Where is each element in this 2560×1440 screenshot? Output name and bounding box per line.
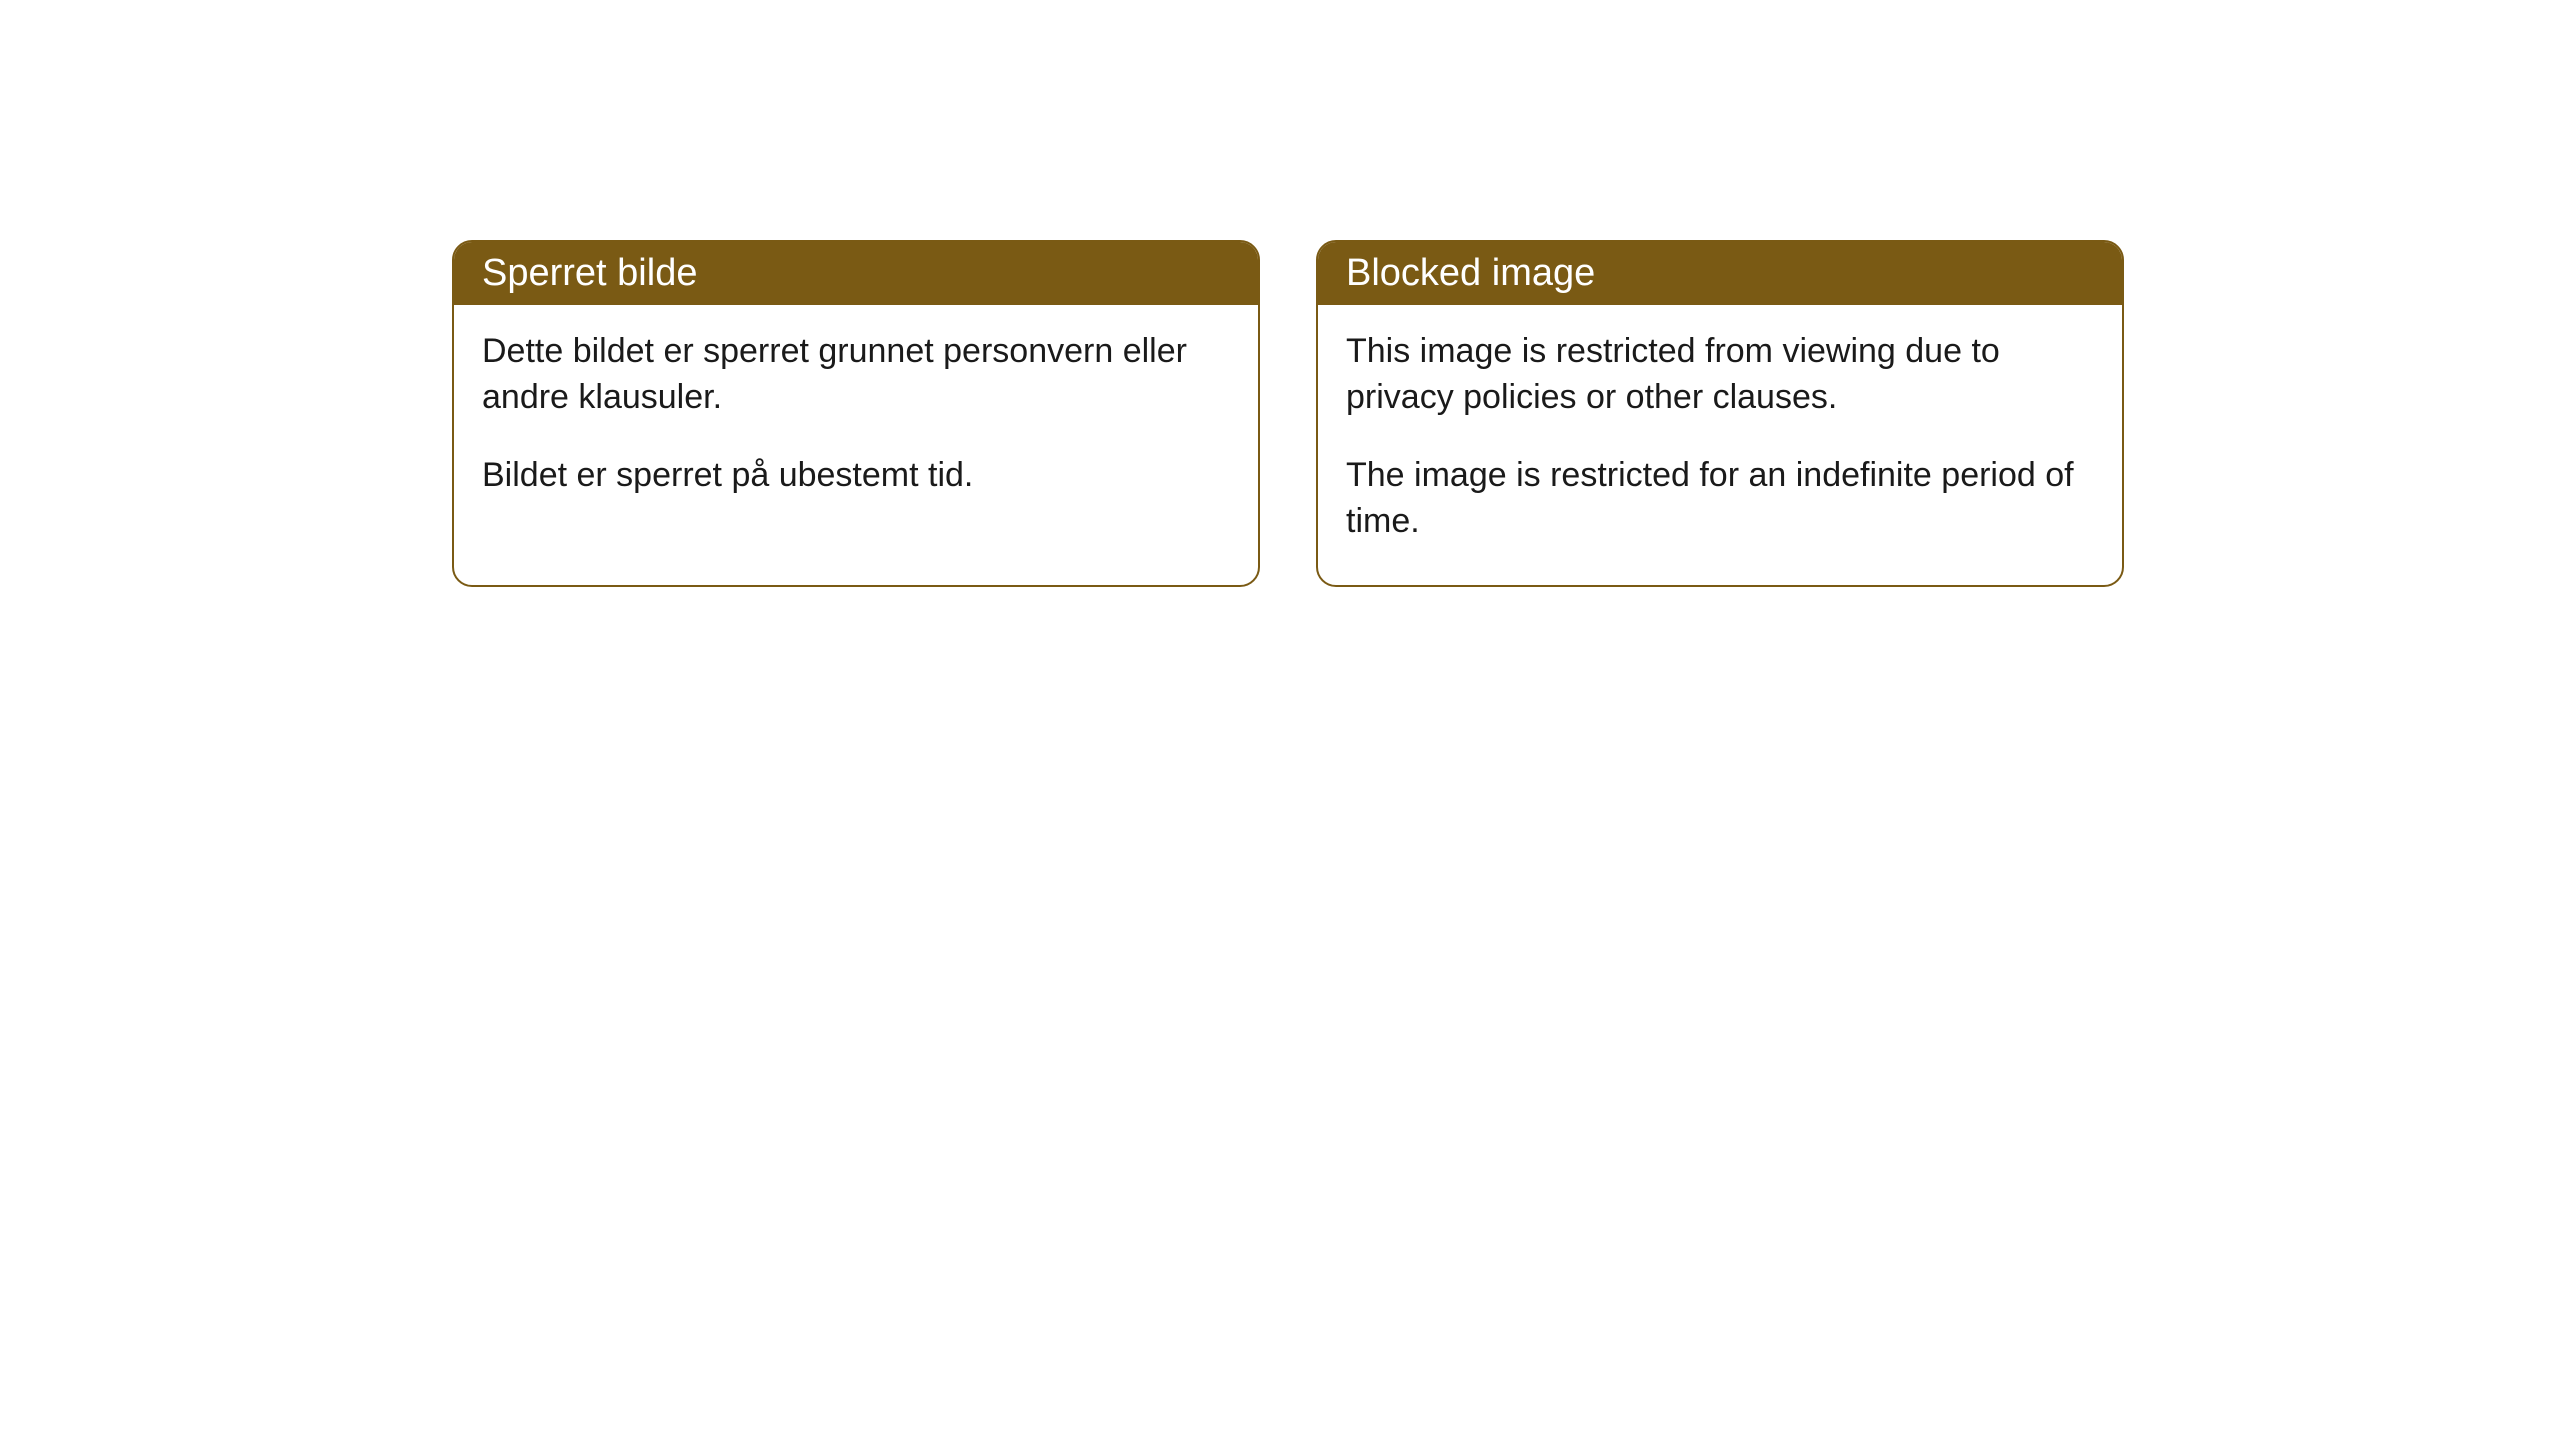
- notice-card-english: Blocked image This image is restricted f…: [1316, 240, 2124, 587]
- card-paragraph-1-norwegian: Dette bildet er sperret grunnet personve…: [482, 329, 1230, 421]
- card-paragraph-1-english: This image is restricted from viewing du…: [1346, 329, 2094, 421]
- card-body-norwegian: Dette bildet er sperret grunnet personve…: [454, 305, 1258, 539]
- card-body-english: This image is restricted from viewing du…: [1318, 305, 2122, 585]
- card-title-norwegian: Sperret bilde: [482, 252, 697, 294]
- card-paragraph-2-english: The image is restricted for an indefinit…: [1346, 453, 2094, 545]
- card-header-english: Blocked image: [1318, 242, 2122, 305]
- card-paragraph-2-norwegian: Bildet er sperret på ubestemt tid.: [482, 453, 1230, 499]
- notice-cards-container: Sperret bilde Dette bildet er sperret gr…: [452, 240, 2124, 587]
- notice-card-norwegian: Sperret bilde Dette bildet er sperret gr…: [452, 240, 1260, 587]
- card-title-english: Blocked image: [1346, 252, 1595, 294]
- card-header-norwegian: Sperret bilde: [454, 242, 1258, 305]
